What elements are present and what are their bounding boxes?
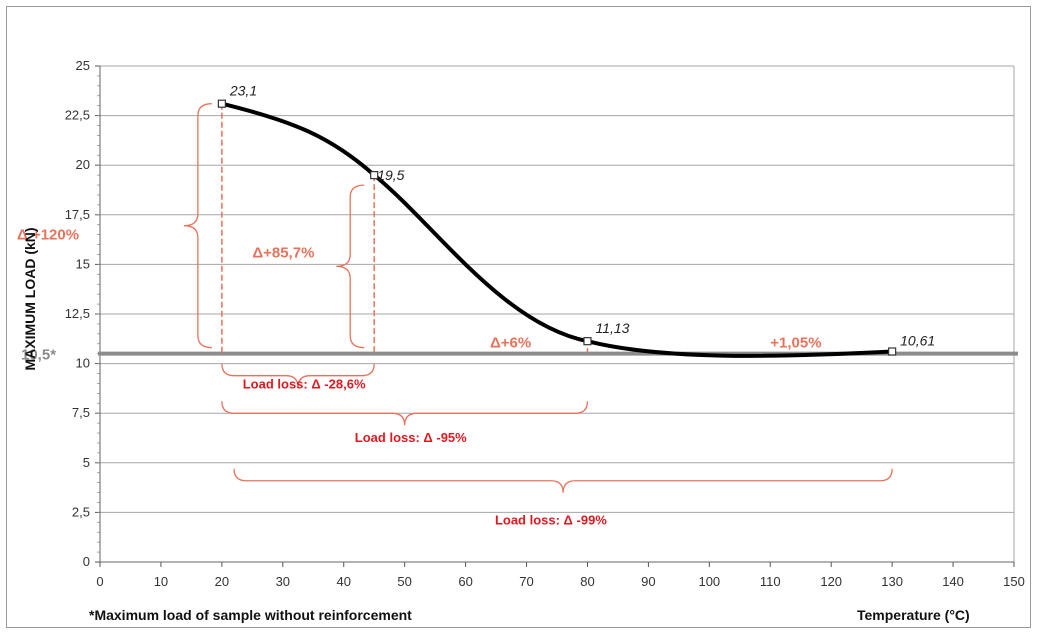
x-tick-label: 50 [397, 574, 411, 589]
y-tick-label: 22,5 [65, 108, 90, 123]
x-tick-label: 150 [1003, 574, 1025, 589]
brace-loss-3 [233, 468, 893, 493]
reference-label: 10,5* [21, 347, 56, 364]
brace-loss-2 [221, 401, 589, 426]
loss-label-1: Load loss: Δ -28,6% [243, 376, 366, 391]
y-tick-label: 2,5 [72, 504, 90, 519]
series-line [219, 101, 895, 358]
delta-label-20: Δ +120% [17, 227, 79, 244]
delta-label-130: +1,05% [770, 335, 821, 352]
axes [95, 65, 1015, 567]
brace-left-85 [336, 184, 365, 349]
x-tick-label: 30 [276, 574, 290, 589]
annotations: 10,5* Δ +120% Δ+85,7% Δ+6% +1,05% Load loss: … [17, 103, 1018, 527]
data-label: 19,5 [377, 167, 404, 183]
x-tick-label: 120 [820, 574, 842, 589]
data-label: 11,13 [595, 320, 629, 336]
x-tick-label: 140 [942, 574, 964, 589]
brace-loss-1 [221, 363, 375, 388]
grid-lines [100, 65, 1015, 562]
x-tick-label: 110 [760, 574, 781, 589]
series: 23,1 19,5 11,13 10,61 [217, 83, 935, 358]
data-point [888, 347, 897, 356]
delta-label-45: Δ+85,7% [252, 244, 314, 261]
y-tick-label: 25 [76, 58, 90, 73]
brace-left-120 [183, 103, 212, 349]
x-tick-label: 10 [154, 574, 168, 589]
y-tick-label: 7,5 [72, 405, 90, 420]
data-label: 10,61 [900, 332, 935, 348]
x-tick-label: 70 [519, 574, 533, 589]
x-axis-label: Temperature (°C) [857, 607, 970, 623]
footnote: *Maximum load of sample without reinforc… [89, 607, 412, 623]
x-tick-label: 20 [215, 574, 229, 589]
x-tick-label: 0 [96, 574, 103, 589]
loss-label-2: Load loss: Δ -95% [355, 430, 467, 445]
x-tick-label: 100 [698, 574, 720, 589]
x-tick-label: 60 [458, 574, 472, 589]
chart-svg: 0 2,5 5 7,5 10 12,5 15 17,5 20 22,5 25 0 10 20 30 40 50 6… [17, 58, 1025, 589]
y-tick-label: 17,5 [65, 207, 90, 222]
loss-label-3: Load loss: Δ -99% [495, 512, 607, 527]
delta-label-80: Δ+6% [490, 335, 531, 352]
data-point [583, 337, 592, 346]
x-tick-label: 40 [336, 574, 350, 589]
chart-frame: 0 2,5 5 7,5 10 12,5 15 17,5 20 22,5 25 0 10 20 30 40 50 6… [6, 6, 1031, 628]
y-tick-label: 20 [76, 157, 90, 172]
y-tick-label: 5 [83, 455, 90, 470]
x-tick-label: 90 [641, 574, 655, 589]
y-tick-label: 15 [76, 256, 90, 271]
x-tick-label: 80 [580, 574, 594, 589]
data-label: 23,1 [229, 83, 257, 99]
x-tick-label: 130 [881, 574, 903, 589]
tick-labels: 0 2,5 5 7,5 10 12,5 15 17,5 20 22,5 25 0 10 20 30 40 50 6… [65, 58, 1025, 589]
y-axis-label: MAXIMUM LOAD (kN) [22, 227, 38, 370]
y-tick-label: 0 [83, 554, 90, 569]
y-tick-label: 10 [76, 356, 90, 371]
y-tick-label: 12,5 [65, 306, 90, 321]
data-point [217, 99, 226, 108]
data-point [370, 171, 379, 180]
